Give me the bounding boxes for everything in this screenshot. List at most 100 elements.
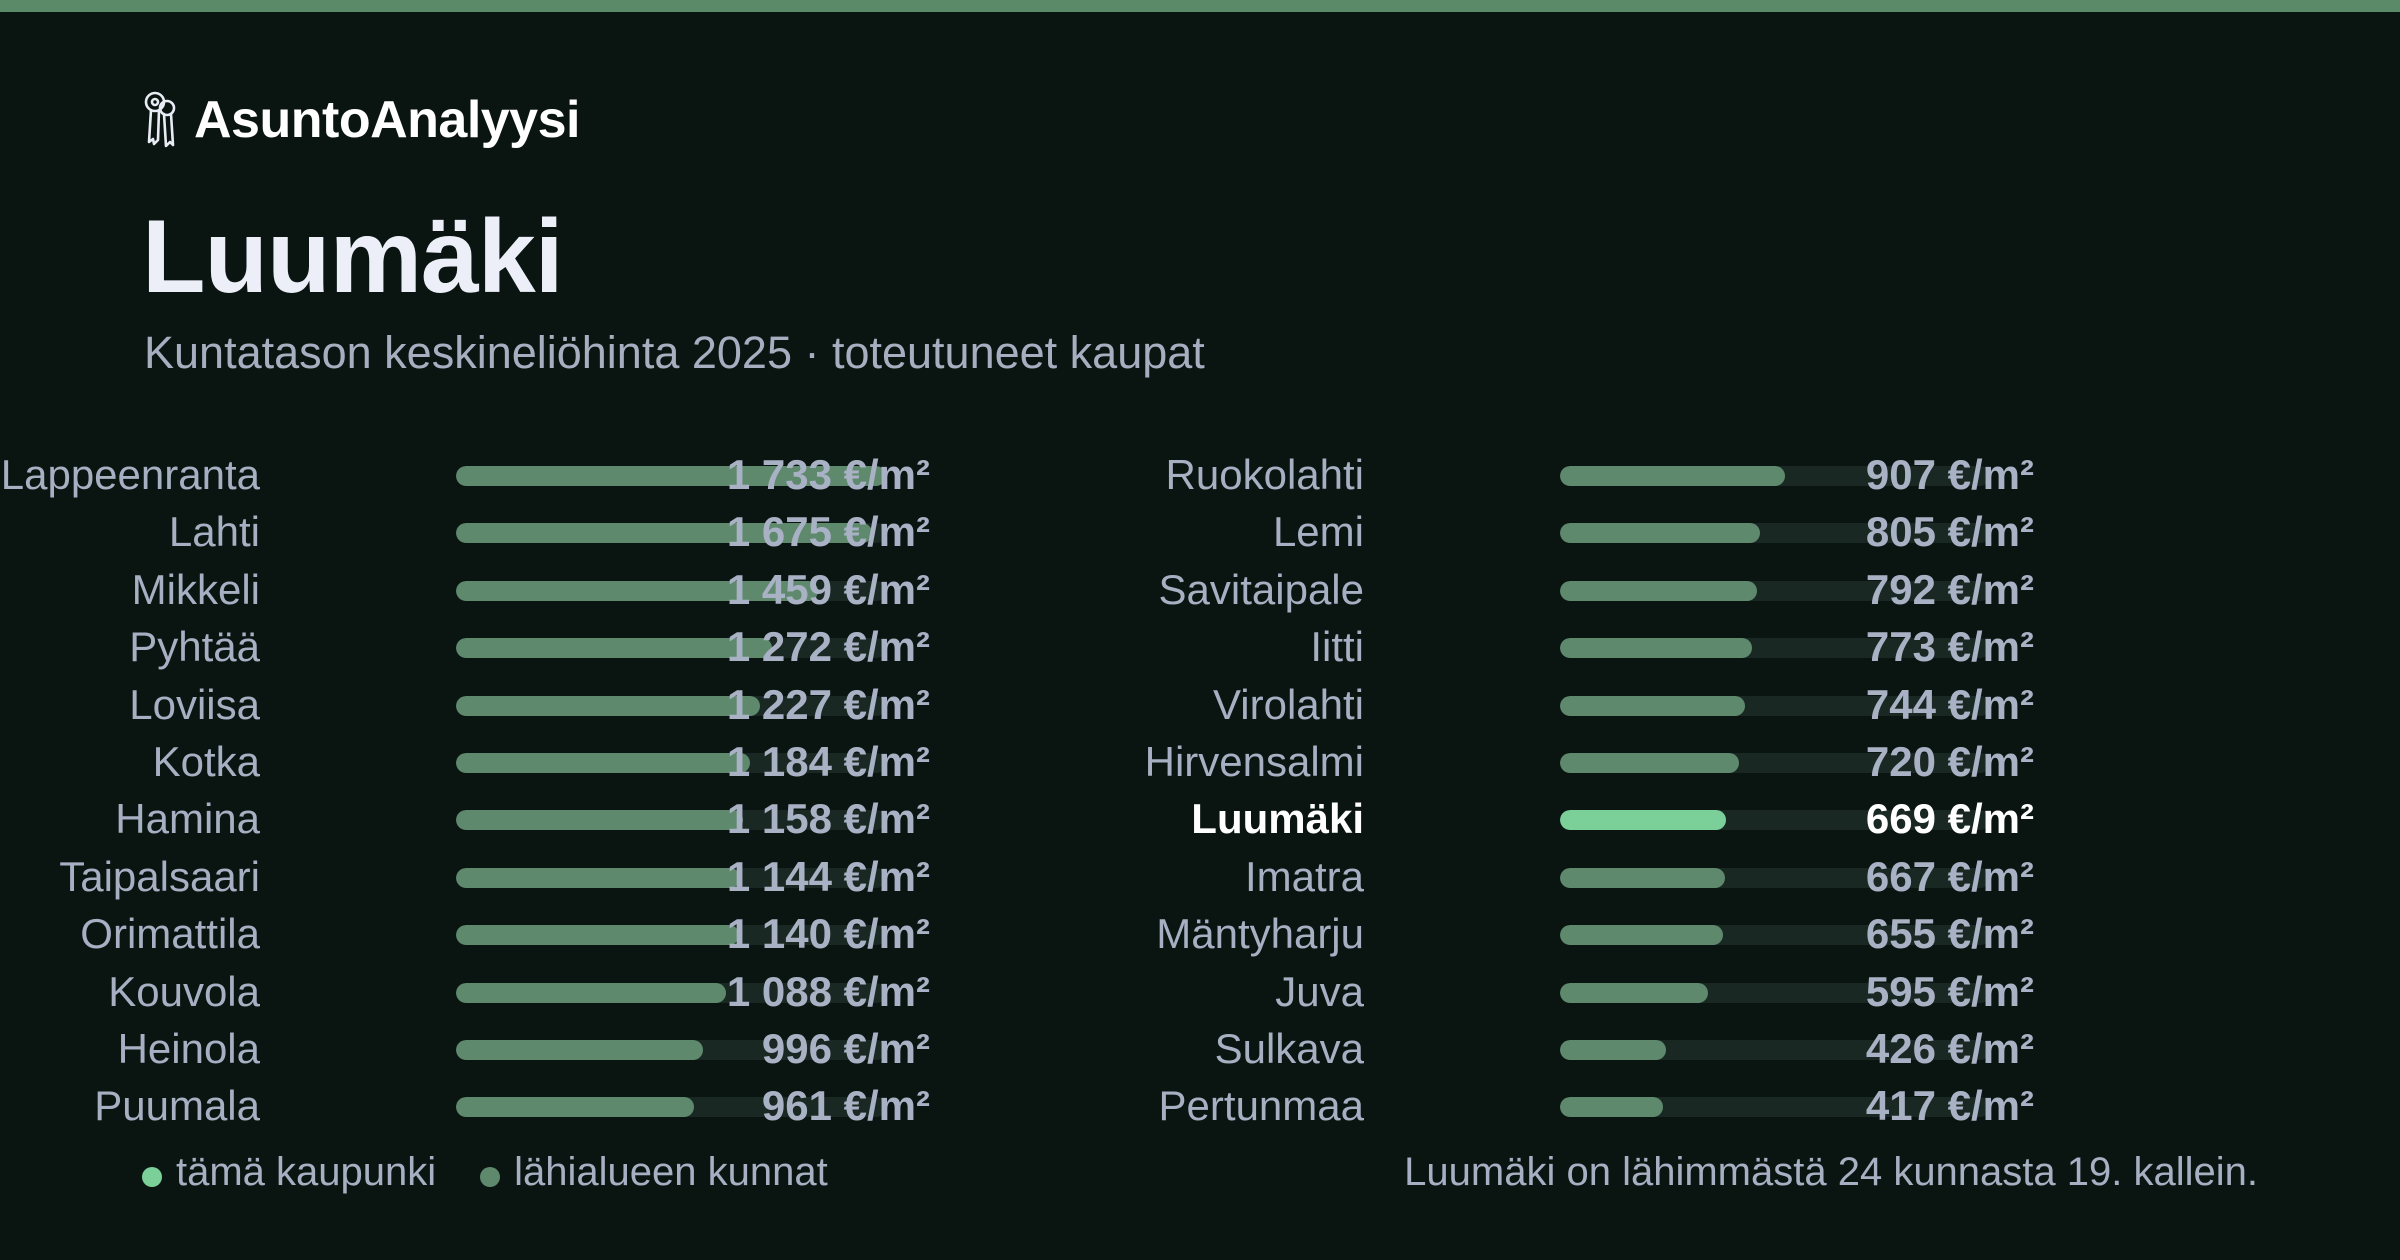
bar <box>1560 523 1760 544</box>
chart-legend: tämä kaupunki lähialueen kunnat <box>142 1150 872 1195</box>
bar-track <box>456 982 886 1003</box>
bar-value-label: 1 184 €/m² <box>726 737 930 785</box>
bar-row: Iitti 773 €/m² <box>1204 618 2034 675</box>
bar-label: Pyhtää <box>129 623 260 671</box>
bar-track <box>456 638 886 659</box>
bar-track <box>1560 1097 1990 1118</box>
page-subtitle: Kuntatason keskineliöhinta 2025 · toteut… <box>144 327 1205 378</box>
bar-value-label: 595 €/m² <box>1865 967 2034 1015</box>
bar-track <box>1560 982 1990 1003</box>
bar-row: Pertunmaa 417 €/m² <box>1159 1077 2034 1134</box>
legend-dot-this-city <box>142 1166 162 1187</box>
bar <box>1560 1039 1666 1060</box>
bar-row: Puumala 961 €/m² <box>94 1077 930 1134</box>
bar-label: Lappeenranta <box>0 451 260 498</box>
bar-row: Luumäki 669 €/m² <box>1191 790 2034 847</box>
bar-label: Orimattila <box>80 910 260 958</box>
bar-row: Savitaipale 792 €/m² <box>1159 561 2034 618</box>
bar-value-label: 655 €/m² <box>1865 910 2034 958</box>
bar-label: Mikkeli <box>131 565 260 613</box>
bar-row: Kouvola 1 088 €/m² <box>100 963 930 1020</box>
bar-label: Iitti <box>1310 623 1364 671</box>
bar-track <box>456 695 886 716</box>
legend-item-this-city: tämä kaupunki <box>142 1150 436 1195</box>
bar-label: Hamina <box>115 795 260 843</box>
bar-track <box>456 867 886 888</box>
bar-value-label: 1 140 €/m² <box>726 910 930 958</box>
bar <box>456 523 872 544</box>
bar <box>456 810 744 831</box>
bar-row: Taipalsaari 1 144 €/m² <box>59 848 930 905</box>
bar-row: Heinola 996 €/m² <box>100 1020 930 1077</box>
bar-track <box>456 466 886 486</box>
bar-value-label: 720 €/m² <box>1865 737 2034 785</box>
bar-track <box>456 925 886 946</box>
bar-track <box>456 810 886 831</box>
bar-value-label: 669 €/m² <box>1865 795 2034 843</box>
bar-value-label: 1 158 €/m² <box>726 795 930 843</box>
bar-label: Ruokolahti <box>1165 451 1364 498</box>
bar-track <box>1560 638 1990 659</box>
bar-label: Kouvola <box>108 967 260 1015</box>
bar-row: Lemi 805 €/m² <box>1204 503 2034 560</box>
bar-label: Kotka <box>152 737 260 785</box>
bar-track <box>1560 752 1990 773</box>
top-accent-bar <box>0 0 2400 12</box>
bar <box>1560 695 1745 716</box>
brand: AsuntoAnalyysi <box>142 88 580 152</box>
bar-row: Lahti 1 675 €/m² <box>100 503 930 560</box>
bar-value-label: 744 €/m² <box>1865 680 2034 728</box>
bar-track <box>456 580 886 601</box>
bar-row: Pyhtää 1 272 €/m² <box>100 618 930 675</box>
bar-track <box>1560 580 1990 601</box>
bar-label: Pertunmaa <box>1158 1082 1364 1130</box>
bar-track <box>1560 867 1990 888</box>
bar-row: Hirvensalmi 720 €/m² <box>1145 733 2034 790</box>
bar-value-label: 961 €/m² <box>761 1082 930 1130</box>
bar-label: Virolahti <box>1213 680 1364 728</box>
bar-track <box>456 752 886 773</box>
bar <box>1560 982 1708 1003</box>
bar-value-label: 1 227 €/m² <box>726 680 930 728</box>
rank-footnote: Luumäki on lähimmästä 24 kunnasta 19. ka… <box>1404 1150 2258 1194</box>
bar <box>456 580 818 601</box>
bar-value-label: 1 088 €/m² <box>726 967 930 1015</box>
bar <box>456 982 726 1003</box>
bar <box>456 925 739 946</box>
bar-value-label: 907 €/m² <box>1865 451 2034 498</box>
bar-label: Mäntyharju <box>1156 910 1364 958</box>
bar-track <box>1560 810 1990 831</box>
bar-value-label: 996 €/m² <box>761 1024 930 1072</box>
bar-track <box>1560 1039 1990 1060</box>
bar-track <box>1560 695 1990 716</box>
bar <box>1560 810 1726 831</box>
bar-value-label: 667 €/m² <box>1865 852 2034 900</box>
bar-label: Juva <box>1275 967 1364 1015</box>
bar-label: Hirvensalmi <box>1144 737 1364 785</box>
bar <box>1560 466 1786 486</box>
bar-value-label: 792 €/m² <box>1865 565 2034 613</box>
bar-row: Ruokolahti 907 €/m² <box>1166 446 2034 503</box>
bar-track <box>1560 925 1990 946</box>
bar-label: Lemi <box>1272 508 1364 556</box>
bar-label: Puumala <box>94 1082 260 1130</box>
bar-row: Sulkava 426 €/m² <box>1204 1020 2034 1077</box>
bar <box>1560 925 1723 946</box>
bar-row: Virolahti 744 €/m² <box>1204 676 2034 733</box>
bar-track <box>1560 466 1990 486</box>
chart-column-right: Ruokolahti 907 €/m² Lemi 805 €/m² Savitaipal… <box>1145 446 2034 1135</box>
bar-row: Loviisa 1 227 €/m² <box>100 676 930 733</box>
bar-row: Mikkeli 1 459 €/m² <box>100 561 930 618</box>
page-title: Luumäki <box>142 199 564 315</box>
bar-label: Imatra <box>1244 852 1364 900</box>
bar <box>456 695 761 716</box>
bar-row: Imatra 667 €/m² <box>1204 848 2034 905</box>
bar-value-label: 417 €/m² <box>1865 1082 2034 1130</box>
bar <box>456 1097 695 1118</box>
bar-value-label: 1 272 €/m² <box>726 623 930 671</box>
bar <box>1560 1097 1664 1118</box>
bar-track <box>456 523 886 544</box>
bar <box>456 466 886 486</box>
bar-value-label: 1 144 €/m² <box>726 852 930 900</box>
bar <box>456 1039 704 1060</box>
